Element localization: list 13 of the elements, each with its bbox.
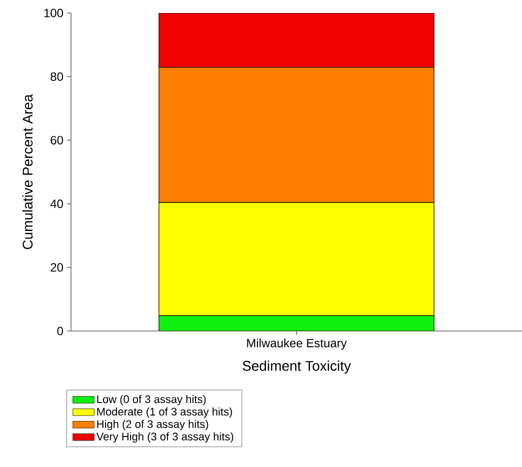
- y-tick-label: 100: [44, 8, 64, 18]
- y-tick-label: 40: [50, 200, 64, 208]
- y-tick-label: 80: [50, 72, 64, 81]
- y-axis-title: Cumulative Percent Area: [22, 94, 33, 250]
- x-tick-label: Milwaukee Estuary: [247, 338, 347, 350]
- x-axis-title: Sediment Toxicity: [242, 360, 351, 374]
- legend-label: Low (0 of 3 assay hits): [97, 395, 206, 406]
- y-tick-label: 20: [50, 263, 64, 272]
- legend-label: Very High (3 of 3 assay hits): [96, 432, 234, 443]
- legend-label: High (2 of 3 assay hits): [97, 420, 208, 430]
- y-tick-label: 0: [57, 326, 64, 336]
- legend-label: Moderate (1 of 3 assay hits): [97, 407, 232, 418]
- y-tick-label: 60: [50, 136, 64, 144]
